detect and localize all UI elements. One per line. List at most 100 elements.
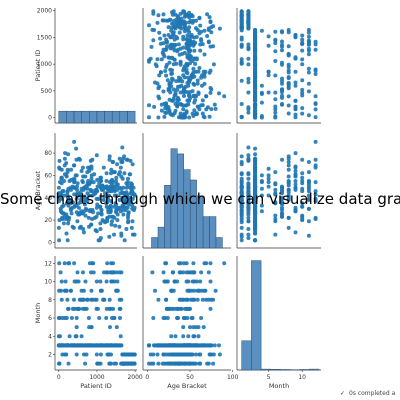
scatter-point [293,182,298,187]
scatter-point [199,75,204,80]
scatter-point [176,84,180,89]
scatter-point [190,59,195,63]
scatter-point [72,139,77,144]
scatter-point [246,205,251,210]
hist-bar [309,368,320,371]
scatter-point [280,95,284,100]
scatter-point [185,45,190,50]
scatter-point [300,48,305,53]
check-icon: ✓ [340,390,346,397]
scatter-point [121,361,126,366]
scatter-point [207,70,212,75]
scatter-point [149,44,154,49]
scatter-point [313,139,318,144]
scatter-point [177,30,182,35]
scatter-point [64,288,69,293]
scatter-point [66,361,71,366]
scatter-point [172,279,177,284]
scatter-point [164,297,169,302]
scatter-point [200,42,205,47]
scatter-point [166,55,171,60]
scatter-point [156,297,161,302]
scatter-point [172,361,177,366]
scatter-point [253,152,258,157]
scatter-point [157,30,162,35]
scatter-point [79,209,84,214]
scatter-point [130,196,135,201]
scatter-point [158,70,163,75]
scatter-point [246,46,251,50]
scatter-point [253,28,258,32]
x-tick-label: 100 [227,374,239,381]
scatter-point [273,49,278,54]
y-tick-label: 10 [44,279,52,286]
hist-bar [96,110,105,124]
scatter-point [156,13,161,18]
scatter-point [170,343,175,348]
scatter-point [293,179,298,183]
scatter-point [300,213,305,218]
scatter-point [266,90,271,95]
scatter-point [162,114,167,119]
scatter-point [115,288,120,293]
scatter-point [266,184,271,189]
scatter-point [89,166,94,171]
scatter-point [77,225,82,230]
scatter-point [253,97,258,102]
scatter-point [103,191,107,196]
scatter-point [164,361,169,366]
scatter-point [253,220,258,225]
scatter-point [176,316,180,320]
scatter-point [306,34,311,39]
scatter-point [82,306,87,311]
scatter-point [87,261,92,266]
x-tick-label: 50 [186,374,194,381]
scatter-point [119,174,124,179]
y-tick-label: 20 [44,217,52,224]
scatter-point [313,115,318,120]
scatter-point [202,52,207,57]
scatter-point [246,56,251,61]
scatter-point [246,227,251,231]
scatter-point [126,215,130,220]
scatter-point [98,175,103,180]
scatter-point [66,152,71,157]
scatter-point [107,361,112,366]
scatter-point [164,47,169,52]
scatter-point [156,115,161,120]
scatter-point [300,37,305,42]
scatter-point [217,91,221,96]
scatter-point [197,66,202,70]
scatter-point [217,343,221,348]
scatter-point [89,325,94,330]
scatter-point [106,270,110,275]
scatter-point [194,57,199,62]
scatter-point [246,25,251,30]
scatter-point [293,80,298,85]
scatter-point [193,61,198,66]
scatter-point [253,31,258,36]
scatter-point [286,194,291,199]
scatter-point [110,219,114,224]
scatter-point [66,261,71,266]
scatter-point [105,200,110,205]
scatter-point [286,86,291,91]
scatter-point [246,176,251,181]
scatter-point [201,69,206,74]
scatter-point [124,352,129,357]
scatter-point [182,261,186,266]
scatter-point [175,98,180,103]
scatter-point [82,209,87,214]
scatter-point [105,261,110,266]
scatter-point [95,177,100,182]
scatter-point [293,169,298,173]
scatter-point [208,279,213,284]
scatter-point [194,69,198,74]
scatter-point [95,184,100,189]
scatter-point [107,157,112,162]
scatter-point [92,297,97,302]
scatter-point [246,9,251,14]
scatter-point [246,20,251,25]
scatter-point [155,57,160,62]
scatter-point [130,162,135,167]
